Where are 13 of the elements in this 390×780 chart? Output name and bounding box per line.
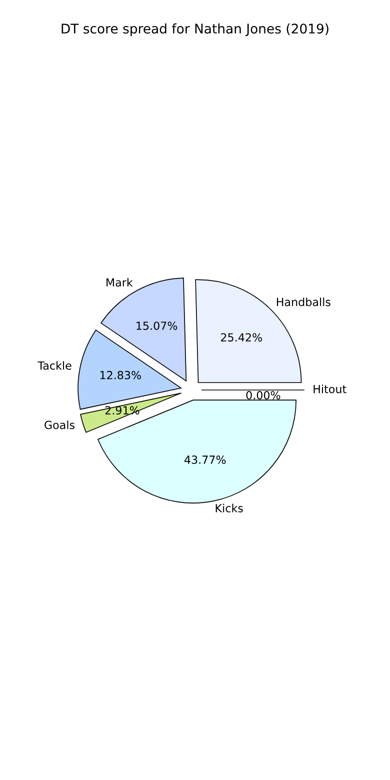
slice-label: Tackle — [38, 361, 72, 370]
slice-label: Mark — [106, 278, 133, 287]
data-label: 12.83% — [100, 370, 141, 380]
category-label: Hitout — [314, 384, 346, 394]
data-label: 15.07% — [136, 322, 178, 330]
data-label: 25.42% — [221, 333, 262, 342]
slice-label: Kicks — [216, 504, 243, 512]
text: 0.00% — [246, 390, 280, 400]
slice-label: Handballs — [276, 298, 330, 306]
chart-title: DT score spread for Nathan Jones (2019) — [62, 23, 328, 36]
data-label: 2.91% — [105, 406, 140, 415]
slice-label: Goals — [44, 420, 74, 430]
data-label: 43.77% — [184, 456, 226, 464]
